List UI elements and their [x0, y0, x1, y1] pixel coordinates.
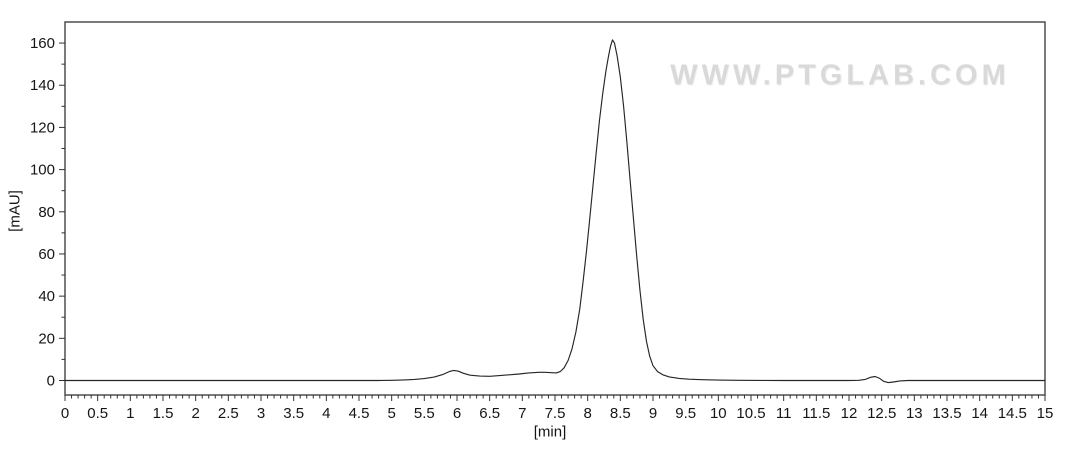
x-axis-title: [min]	[533, 423, 567, 441]
x-tick-label: 1	[126, 405, 134, 422]
y-tick-label: 40	[38, 288, 55, 305]
y-axis-ticks	[59, 42, 65, 381]
x-tick-label: 7	[518, 405, 526, 422]
y-tick-label: 100	[30, 162, 55, 179]
x-tick-label: 3.5	[283, 405, 304, 422]
x-tick-label: 15	[1037, 405, 1054, 422]
x-tick-label: 10.5	[736, 405, 765, 422]
x-tick-label: 10	[710, 405, 727, 422]
x-tick-label: 0	[61, 405, 69, 422]
x-tick-label: 5.5	[414, 405, 435, 422]
x-tick-label: 9.5	[675, 405, 696, 422]
x-tick-label: 9	[649, 405, 657, 422]
x-tick-label: 1.5	[153, 405, 174, 422]
x-tick-label: 2.5	[218, 405, 239, 422]
x-tick-label: 6	[453, 405, 461, 422]
y-tick-label: 160	[30, 35, 55, 52]
x-tick-label: 13.5	[932, 405, 961, 422]
x-tick-label: 7.5	[545, 405, 566, 422]
x-tick-label: 11.5	[802, 405, 830, 422]
x-tick-label: 12	[841, 405, 858, 422]
watermark-text: WWW.PTGLAB.COM	[670, 59, 1010, 92]
y-axis-title: [mAU]	[6, 190, 24, 232]
x-tick-label: 2	[192, 405, 200, 422]
x-tick-label: 12.5	[867, 405, 896, 422]
x-tick-label: 14.5	[998, 405, 1027, 422]
y-tick-label: 140	[30, 77, 55, 94]
x-tick-label: 8	[584, 405, 592, 422]
y-tick-label: 80	[38, 204, 55, 221]
x-axis-ticks	[64, 395, 1046, 401]
y-tick-label: 0	[47, 373, 55, 390]
x-tick-label: 0.5	[87, 405, 108, 422]
x-tick-label: 6.5	[479, 405, 500, 422]
signal-trace	[64, 39, 1046, 384]
x-tick-label: 8.5	[610, 405, 631, 422]
x-tick-label: 11	[776, 405, 792, 422]
x-tick-label: 5	[388, 405, 396, 422]
x-axis-tick-labels: 0 0.5 1 1.5 2 2.5 3 3.5 4 4.5 5 5.5 6 6.5 7 7.5 8 8.5 9 9.5…	[61, 405, 1054, 422]
y-axis-tick-labels: 0 20 40 60 80 100 120 140 160	[30, 35, 55, 389]
y-tick-label: 120	[30, 119, 55, 136]
x-tick-label: 4.5	[349, 405, 370, 422]
x-tick-label: 14	[971, 405, 988, 422]
y-tick-label: 20	[38, 330, 55, 347]
y-tick-label: 60	[38, 246, 55, 263]
x-tick-label: 13	[906, 405, 923, 422]
x-tick-label: 4	[322, 405, 330, 422]
x-tick-label: 3	[257, 405, 265, 422]
